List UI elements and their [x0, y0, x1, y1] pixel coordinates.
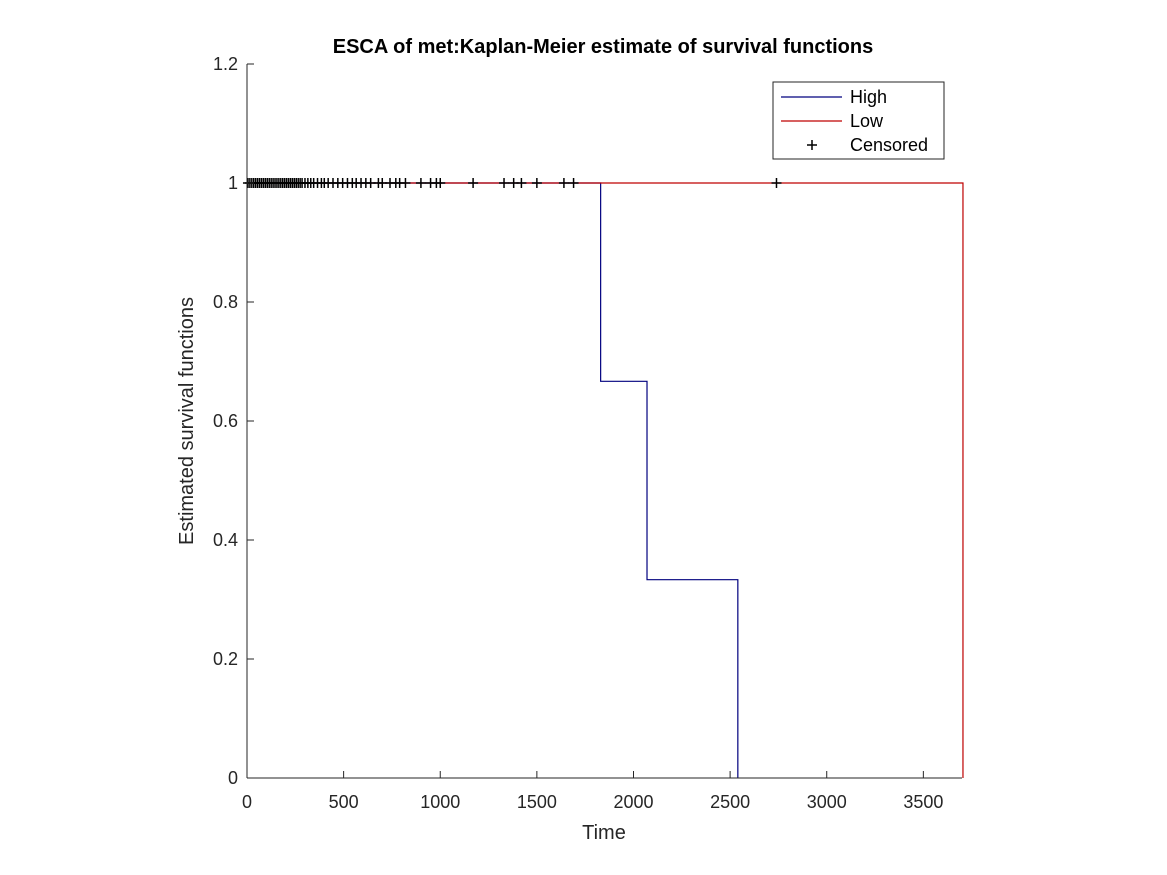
chart-title: ESCA of met:Kaplan-Meier estimate of sur…: [333, 36, 873, 58]
censored-marker: [415, 178, 426, 188]
x-tick-label: 500: [329, 792, 359, 812]
y-axis-ticks: 0 0.2 0.4 0.6 0.8 1 1.2: [213, 54, 254, 788]
censored-marker: [516, 178, 527, 188]
x-axis-label: Time: [582, 822, 626, 844]
series-line-high: [247, 182, 739, 778]
y-tick-label: 0.6: [213, 411, 238, 431]
censored-marker: [531, 178, 542, 188]
censored-marker: [568, 178, 579, 188]
legend-label: Low: [850, 111, 884, 131]
legend: High Low Censored: [772, 81, 945, 160]
series-line-low: [247, 182, 964, 778]
y-tick-label: 0: [228, 768, 238, 788]
y-tick-label: 0.4: [213, 530, 238, 550]
y-tick-label: 0.2: [213, 649, 238, 669]
x-axis-ticks: 0 500 1000 1500 2000 2500 3000 3500: [242, 771, 943, 812]
legend-item-low: Low: [781, 111, 884, 131]
x-tick-label: 1000: [420, 792, 460, 812]
censored-markers: [242, 178, 782, 188]
x-tick-label: 3000: [807, 792, 847, 812]
censored-marker: [499, 178, 510, 188]
censored-marker: [468, 178, 479, 188]
x-tick-label: 2500: [710, 792, 750, 812]
legend-label: High: [850, 87, 887, 107]
censored-marker: [435, 178, 446, 188]
x-tick-label: 0: [242, 792, 252, 812]
censored-marker: [400, 178, 411, 188]
x-tick-label: 2000: [613, 792, 653, 812]
censored-marker: [771, 178, 782, 188]
x-tick-label: 3500: [903, 792, 943, 812]
y-axis-label: Estimated survival functions: [176, 297, 198, 545]
censored-marker: [558, 178, 569, 188]
legend-item-censored: Censored: [807, 135, 928, 155]
x-tick-label: 1500: [517, 792, 557, 812]
y-tick-label: 0.8: [213, 292, 238, 312]
legend-label: Censored: [850, 135, 928, 155]
legend-item-high: High: [781, 87, 887, 107]
y-tick-label: 1.2: [213, 54, 238, 74]
plot-area: [242, 178, 964, 778]
y-tick-label: 1: [228, 173, 238, 193]
